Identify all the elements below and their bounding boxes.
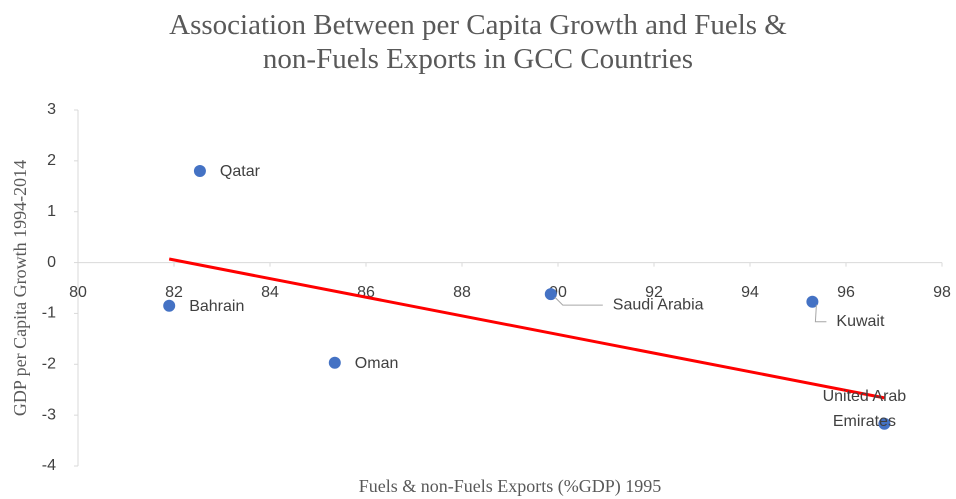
y-tick-label: -4 — [42, 457, 56, 474]
y-tick-label: 0 — [47, 254, 56, 271]
x-tick-label: 84 — [261, 284, 279, 301]
data-label: Qatar — [220, 163, 261, 180]
data-label: Bahrain — [189, 298, 244, 315]
title-box: Association Between per Capita Growth an… — [169, 9, 787, 75]
y-tick-label: -1 — [42, 305, 56, 322]
data-label: Saudi Arabia — [613, 296, 704, 313]
x-axis-title: Fuels & non-Fuels Exports (%GDP) 1995 — [359, 476, 662, 497]
point — [544, 288, 557, 301]
y-tick-label: -2 — [42, 356, 56, 373]
x-tick-label: 96 — [837, 284, 855, 301]
point — [193, 165, 206, 178]
x-tick-label: 88 — [453, 284, 471, 301]
data-label: United Arab Emirates — [822, 387, 907, 430]
point — [163, 299, 176, 312]
y-tick-label: 2 — [47, 152, 56, 169]
chart-title: Association Between per Capita Growth an… — [169, 9, 787, 75]
y-tick-label: 1 — [47, 203, 56, 220]
leader-line — [554, 296, 603, 306]
point — [878, 417, 891, 430]
point — [328, 356, 341, 369]
x-tick-label: 82 — [165, 284, 183, 301]
x-tick-label: 92 — [645, 284, 663, 301]
label-box: United Arab Emirates — [822, 387, 907, 430]
y-tick-label: -3 — [42, 406, 56, 423]
trendline — [168, 257, 885, 400]
x-tick-label: 80 — [69, 284, 87, 301]
leader-line — [814, 304, 827, 323]
y-tick-label: 3 — [47, 101, 56, 118]
data-label: Kuwait — [836, 313, 885, 330]
data-label: Oman — [355, 355, 399, 372]
x-tick-label: 98 — [933, 284, 951, 301]
y-axis-title: GDP per Capita Growth 1994-2014 — [10, 160, 30, 416]
point — [806, 295, 819, 308]
x-tick-label: 94 — [741, 284, 759, 301]
